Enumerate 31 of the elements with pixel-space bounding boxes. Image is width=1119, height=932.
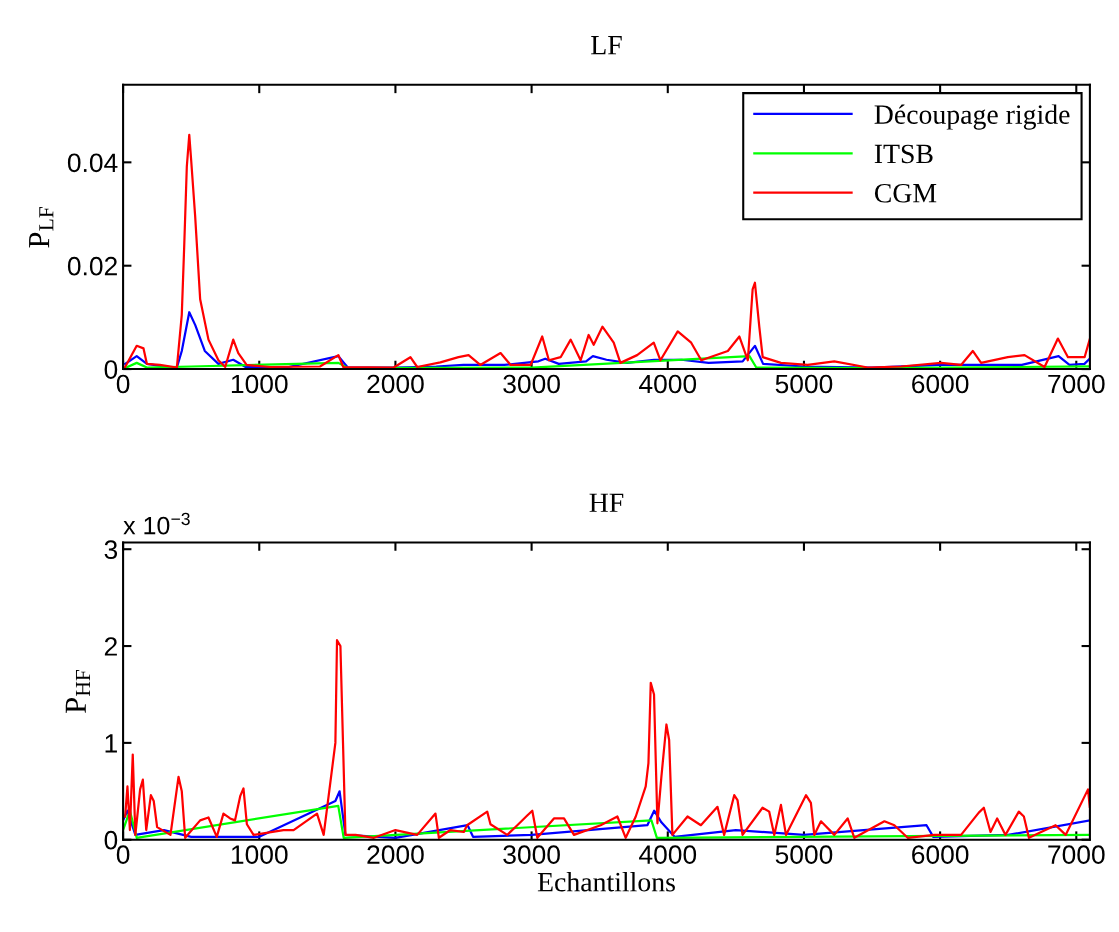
x-tick-label: 3000 — [503, 374, 560, 394]
x-tick-label: 6000 — [912, 845, 969, 864]
legend-label: CGM — [874, 183, 937, 203]
x-tick-label: 1000 — [231, 374, 288, 394]
x-axis-title: Echantillons — [537, 871, 675, 892]
y-tick-label: 1 — [105, 734, 117, 753]
x-tick-label: 4000 — [639, 845, 697, 864]
x-tick-label: 5000 — [775, 374, 833, 394]
x-tick-label: 1000 — [231, 845, 288, 864]
legend-label: Découpage rigide — [874, 104, 1070, 130]
y-axis-title: P$_{HF}$ — [65, 670, 90, 713]
x-tick-label: 2000 — [367, 845, 424, 864]
y-axis-title: P$_{LF}$ — [29, 207, 54, 248]
y-tick-label: 0.04 — [67, 153, 118, 173]
x-tick-label: 5000 — [775, 845, 833, 864]
x-tick-label: 7000 — [1048, 374, 1105, 394]
y-tick-label: 0.02 — [67, 256, 117, 276]
text: x 10$^{−3}$ — [123, 512, 190, 535]
x-tick-label: 7000 — [1048, 845, 1105, 864]
chart-title: LF — [591, 36, 622, 55]
x-tick-label: 4000 — [639, 374, 697, 394]
x-tick-label: 3000 — [503, 845, 560, 864]
y-tick-label: 2 — [104, 637, 117, 656]
x-tick-label: 2000 — [367, 374, 424, 394]
legend-label: ITSB — [874, 144, 933, 164]
x-tick-label: 6000 — [912, 374, 969, 394]
chart-title: HF — [589, 493, 624, 512]
y-tick-label: 0 — [104, 360, 118, 379]
y-tick-label: 0 — [104, 830, 118, 850]
x-tick-label: 0 — [116, 845, 130, 864]
y-tick-label: 3 — [104, 540, 118, 560]
